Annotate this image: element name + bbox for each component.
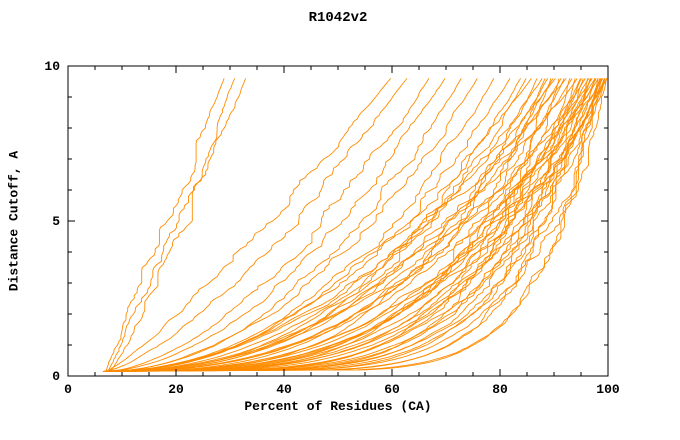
x-tick-label: 0: [64, 382, 72, 397]
model-curve: [103, 78, 605, 372]
model-curve: [105, 78, 604, 372]
model-curve: [107, 78, 236, 372]
model-curve: [106, 78, 495, 372]
model-curve: [103, 78, 511, 372]
model-curve: [103, 78, 578, 372]
x-axis-label: Percent of Residues (CA): [244, 399, 432, 414]
model-curve: [105, 78, 565, 372]
model-curve: [103, 78, 573, 372]
model-curve: [103, 78, 562, 372]
model-curve: [109, 78, 247, 372]
model-curve: [105, 78, 462, 372]
model-curve: [106, 78, 430, 372]
x-tick-label: 100: [596, 382, 620, 397]
model-curve: [105, 78, 593, 372]
x-tick-label: 40: [276, 382, 292, 397]
model-curve: [106, 78, 597, 372]
model-curve: [106, 78, 549, 372]
model-curve: [104, 78, 608, 372]
model-curve: [103, 78, 478, 372]
model-curve: [105, 78, 576, 372]
x-tick-label: 80: [492, 382, 508, 397]
model-curve: [105, 78, 599, 372]
model-curve: [103, 78, 567, 372]
model-curve: [106, 78, 581, 372]
y-tick-label: 0: [52, 369, 60, 384]
model-curve: [105, 78, 608, 372]
chart-title: R1042v2: [308, 10, 368, 26]
curves-group: [103, 78, 608, 372]
x-tick-label: 60: [384, 382, 400, 397]
model-curve: [104, 78, 596, 372]
model-curve: [103, 78, 599, 372]
model-curve: [106, 78, 532, 372]
model-curve: [103, 78, 601, 372]
model-curve: [106, 78, 606, 372]
model-curve: [105, 78, 543, 372]
model-curve: [103, 78, 408, 372]
model-curve: [103, 78, 538, 372]
model-curve: [104, 78, 606, 372]
model-curve: [105, 78, 521, 372]
model-curve: [105, 78, 225, 372]
y-tick-label: 5: [52, 214, 60, 229]
model-curve: [105, 78, 586, 372]
model-curve: [103, 78, 546, 372]
model-curve: [103, 78, 608, 372]
model-curve: [104, 78, 582, 372]
model-curve: [103, 78, 603, 372]
model-curve: [106, 78, 602, 372]
model-curve: [105, 78, 392, 372]
y-tick-label: 10: [44, 59, 60, 74]
model-curve: [103, 78, 552, 372]
model-curve: [103, 78, 556, 372]
model-curve: [103, 78, 446, 372]
x-tick-label: 20: [168, 382, 184, 397]
model-curve: [103, 78, 589, 372]
